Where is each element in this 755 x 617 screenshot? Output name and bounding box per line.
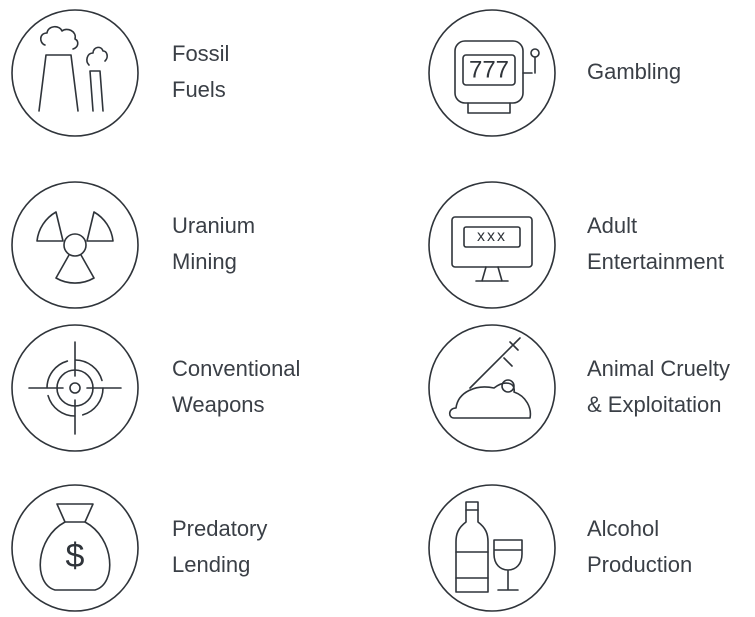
item-label: & Exploitation bbox=[587, 392, 722, 417]
item-label: Conventional bbox=[172, 356, 300, 381]
item-label: Lending bbox=[172, 552, 250, 577]
item-label: Predatory bbox=[172, 516, 267, 541]
icon-text: 777 bbox=[469, 56, 509, 83]
item-label: Uranium bbox=[172, 213, 255, 238]
item-label: Alcohol bbox=[587, 516, 659, 541]
item-label: Entertainment bbox=[587, 249, 724, 274]
icon-weapons bbox=[11, 324, 139, 452]
icon-gambling: 777 bbox=[428, 9, 556, 137]
icon-animal bbox=[428, 324, 556, 452]
item-label: Animal Cruelty bbox=[587, 356, 730, 381]
item-label: Gambling bbox=[587, 59, 681, 84]
item-label: Mining bbox=[172, 249, 237, 274]
icon-uranium bbox=[11, 181, 139, 309]
icon-lending: $ bbox=[11, 484, 139, 612]
item-label: Fossil bbox=[172, 41, 229, 66]
item-label: Fuels bbox=[172, 77, 226, 102]
icon-alcohol bbox=[428, 484, 556, 612]
icon-adult: xxx bbox=[428, 181, 556, 309]
item-label: Weapons bbox=[172, 392, 265, 417]
icon-fossil-fuels bbox=[11, 9, 139, 137]
item-label: Production bbox=[587, 552, 692, 577]
icon-text: $ bbox=[66, 537, 85, 575]
icon-text: xxx bbox=[477, 228, 507, 245]
item-label: Adult bbox=[587, 213, 637, 238]
